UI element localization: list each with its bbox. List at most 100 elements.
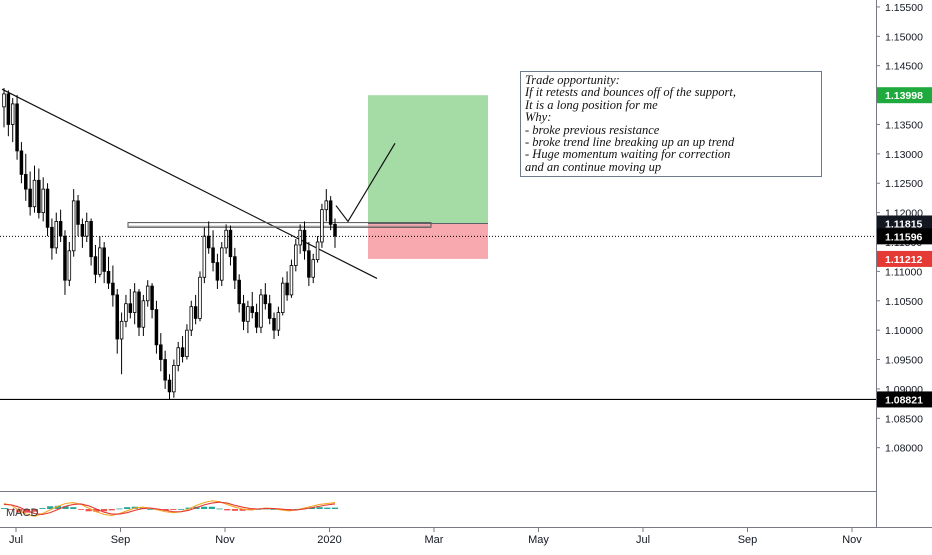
stop-zone — [368, 223, 488, 259]
price-tick-label: 1.08500 — [885, 413, 923, 425]
candle-body — [58, 221, 63, 237]
time-tick-label: Sep — [111, 534, 131, 546]
macd-histogram-bar — [93, 509, 100, 512]
candle-body — [172, 365, 176, 393]
annotation-line: If it retests and bounces off of the sup… — [525, 85, 736, 100]
candle-body — [106, 270, 111, 284]
candle-body — [67, 250, 72, 281]
candle-body — [198, 276, 202, 319]
annotation-line: - Huge momentum waiting for correction — [525, 147, 731, 162]
macd-histogram-bar — [8, 509, 15, 510]
candle-body — [150, 285, 154, 310]
candle-body — [267, 303, 272, 319]
candle-body — [202, 235, 207, 278]
annotation-line: - broke previous resistance — [525, 122, 660, 137]
candle-body — [263, 294, 268, 305]
price-tag-label: 1.11212 — [885, 254, 923, 266]
candle-body — [159, 344, 163, 360]
price-tick-label: 1.15500 — [885, 2, 923, 14]
candle-body — [10, 103, 15, 125]
price-tag-label: 1.08821 — [885, 394, 923, 406]
candle-body — [84, 221, 89, 237]
price-tick-label: 1.10500 — [885, 296, 923, 308]
price-tick-label: 1.13000 — [885, 149, 923, 161]
candle-body — [141, 300, 146, 328]
candle-body — [259, 294, 263, 328]
macd-histogram-bar — [47, 506, 54, 509]
macd-histogram-bar — [231, 509, 239, 511]
candle-body — [302, 229, 307, 252]
macd-histogram-bar — [147, 509, 154, 510]
candle-body — [137, 291, 141, 328]
macd-histogram-bar — [54, 505, 61, 509]
macd-histogram-bar — [308, 507, 315, 509]
candle-body — [50, 226, 54, 249]
candle-body — [211, 247, 215, 263]
candle-body — [32, 179, 37, 208]
time-tick-label: 2020 — [317, 534, 341, 546]
target-zone — [368, 95, 488, 224]
candle-body — [285, 282, 289, 296]
candle-body — [98, 247, 102, 275]
candle-body — [215, 262, 220, 281]
candle-body — [324, 200, 329, 211]
candle-body — [307, 250, 311, 278]
macd-histogram-bar — [124, 507, 131, 509]
annotation-line: Why: — [525, 110, 552, 125]
candle-body — [246, 306, 250, 322]
macd-histogram-bar — [208, 506, 215, 509]
macd-histogram-bar — [39, 508, 46, 509]
price-tick-label: 1.15000 — [885, 31, 923, 43]
macd-histogram-bar — [77, 509, 85, 510]
price-tick-label: 1.13500 — [885, 119, 923, 131]
macd-histogram-bar — [201, 506, 208, 509]
candle-body — [76, 200, 80, 225]
candle-body — [28, 188, 32, 208]
price-tick-label: 1.08000 — [885, 443, 923, 455]
candle-body — [311, 259, 315, 278]
price-tag — [877, 228, 932, 245]
candle-body — [289, 265, 294, 296]
candle-body — [189, 306, 194, 331]
time-tick-label: Mar — [425, 534, 444, 546]
candle-body — [241, 303, 246, 322]
macd-histogram-bar — [270, 509, 277, 510]
macd-histogram-bar — [116, 508, 123, 510]
resistance-box — [127, 222, 432, 228]
candle-body — [163, 359, 167, 381]
candle-body — [119, 320, 124, 340]
trend-line — [1, 88, 378, 279]
time-tick-label: May — [528, 534, 549, 546]
price-axis[interactable]: 1.155001.150001.145001.140001.135001.130… — [876, 0, 932, 550]
signal-line — [3, 501, 336, 516]
time-tick-label: Nov — [215, 534, 235, 546]
macd-histogram-bar — [108, 509, 115, 511]
annotation-line: It is a long position for me — [525, 97, 658, 112]
price-tick-label: 1.09500 — [885, 355, 923, 367]
candle-body — [63, 235, 67, 281]
price-tick-label: 1.11000 — [885, 266, 922, 278]
candle-body — [193, 306, 198, 319]
annotation-note[interactable]: Trade opportunity: If it retests and bou… — [520, 71, 822, 177]
annotation-line: - broke trend line breaking up an up tre… — [525, 135, 735, 150]
time-axis[interactable]: Jul Sep Nov 2020 Mar May Jul Sep Nov — [0, 527, 932, 547]
candle-body — [45, 188, 50, 228]
candle-body — [41, 188, 45, 214]
candle-body — [206, 235, 211, 249]
macd-histogram-bar — [0, 508, 8, 509]
candle-body — [80, 223, 85, 237]
chart-drawings — [1, 88, 432, 279]
candle-body — [254, 312, 259, 328]
candle-body — [128, 303, 133, 313]
macd-histogram-bar — [316, 507, 323, 509]
macd-histogram-bar — [162, 509, 169, 511]
candle-body — [298, 229, 302, 246]
annotation-line: and an continue moving up — [525, 159, 662, 174]
candle-body — [320, 209, 324, 243]
macd-histogram-bar — [70, 507, 77, 509]
candle-body — [328, 200, 333, 225]
candle-body — [272, 317, 276, 331]
candle-body — [115, 294, 119, 340]
macd-histogram-bar — [224, 509, 231, 511]
